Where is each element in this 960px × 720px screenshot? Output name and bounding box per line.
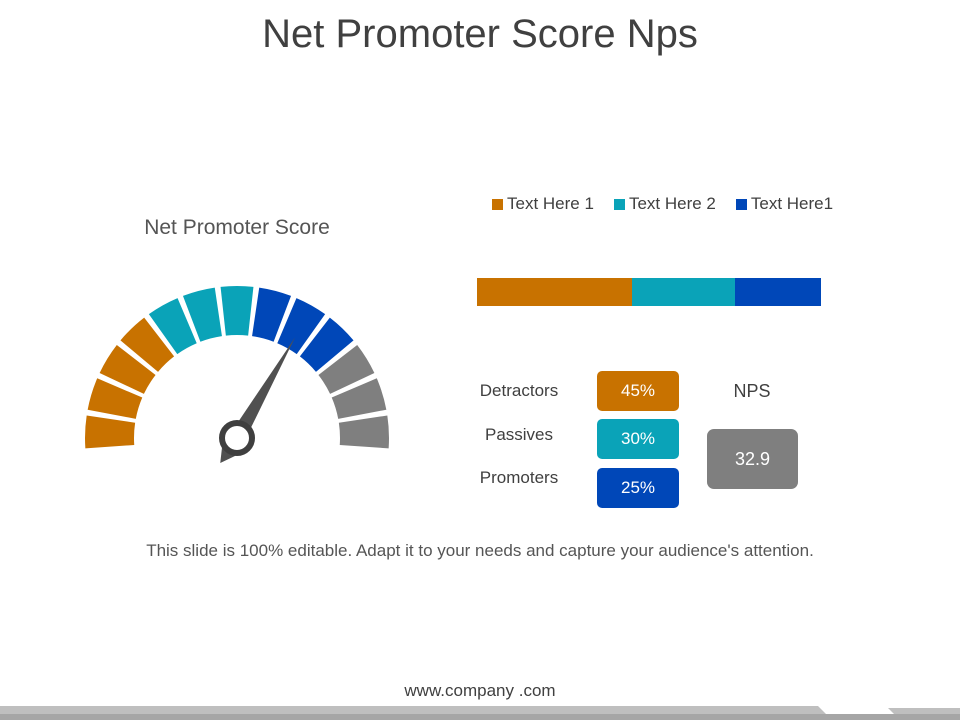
legend-item-3: Text Here1 [735, 194, 834, 214]
slide-title: Net Promoter Score Nps [262, 12, 698, 56]
passives-value: 30% [597, 419, 679, 459]
bar-segment-2 [631, 278, 735, 306]
nps-gauge [85, 286, 389, 463]
gauge-segment [87, 378, 143, 419]
legend-label-1: Text Here 1 [507, 194, 594, 213]
gauge-segment [220, 286, 254, 336]
legend-swatch-1 [492, 198, 503, 210]
chart-legend: Text Here 1 Text Here 2 Text Here1 [492, 194, 853, 214]
gauge-segment [331, 378, 387, 419]
gauge-segment [182, 287, 222, 342]
stacked-bar [477, 278, 821, 306]
gauge-segment [299, 317, 354, 372]
bar-segment-3 [734, 278, 821, 306]
detractors-value: 45% [597, 371, 679, 411]
footer-url: www.company .com [404, 681, 556, 700]
gauge-segment [338, 415, 389, 449]
detractors-label: Detractors [479, 381, 559, 400]
footer-bar [0, 706, 960, 720]
gauge-segment [252, 287, 292, 342]
promoters-label: Promoters [479, 468, 559, 487]
legend-item-2: Text Here 2 [613, 194, 716, 214]
legend-item-1: Text Here 1 [492, 194, 594, 214]
legend-label-3: Text Here1 [750, 194, 834, 213]
nps-label: NPS [733, 381, 771, 401]
bar-segment-1 [477, 278, 632, 306]
gauge-segment [277, 298, 326, 355]
footer-bar-base [0, 714, 960, 720]
legend-label-2: Text Here 2 [628, 194, 716, 213]
passives-label: Passives [484, 425, 554, 444]
gauge-segment [120, 317, 175, 372]
gauge-segment [318, 344, 375, 394]
gauge-hub [219, 420, 255, 456]
legend-swatch-3 [735, 198, 747, 210]
gauge-segment [99, 344, 156, 394]
gauge-segments [85, 286, 389, 449]
gauge-segment [148, 298, 197, 355]
nps-value: 32.9 [707, 429, 798, 489]
gauge-title: Net Promoter Score [144, 216, 330, 239]
gauge-segment [85, 415, 136, 449]
promoters-value: 25% [597, 468, 679, 508]
slide-caption: This slide is 100% editable. Adapt it to… [146, 541, 814, 560]
legend-swatch-2 [613, 198, 625, 210]
